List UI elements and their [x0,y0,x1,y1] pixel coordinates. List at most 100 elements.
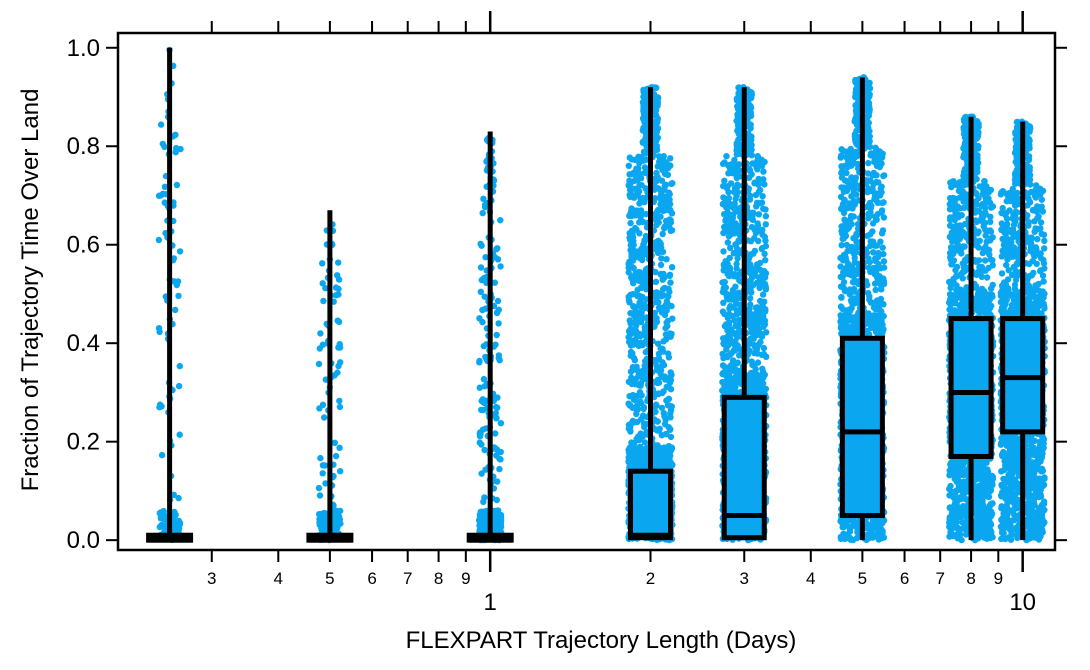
data-point [729,286,737,294]
data-point [751,179,758,186]
data-point [321,462,329,469]
data-point [760,344,768,352]
data-point [653,169,660,177]
data-point [494,245,501,252]
data-point [658,177,666,184]
data-point [495,354,502,362]
data-point [665,354,673,361]
data-point [336,444,343,451]
data-point [495,320,502,327]
data-point [723,153,730,160]
data-point [491,254,499,261]
data-point [658,461,666,469]
data-point [736,167,743,174]
data-point [176,362,183,370]
data-point [748,171,755,178]
data-point [762,308,769,315]
data-point [630,194,638,201]
data-point [658,244,665,252]
data-point [655,390,662,398]
data-point [747,301,754,308]
data-point [631,212,639,219]
data-point [867,268,874,275]
data-point [654,376,662,383]
data-point [869,238,877,245]
data-point [335,259,342,266]
data-point [172,306,179,314]
data-point [654,298,661,305]
data-point [641,198,648,206]
data-point [319,260,326,267]
data-point [659,345,666,352]
data-point [638,373,645,381]
data-point [662,206,670,214]
data-point [735,378,742,386]
data-point [636,219,643,226]
data-point [336,397,343,405]
data-point [731,317,738,324]
data-point [657,261,665,269]
data-point [336,403,344,411]
data-point [760,298,768,305]
data-point [493,515,500,522]
data-point [642,150,649,157]
data-point [734,342,741,349]
data-point [638,278,646,285]
data-point [853,534,861,542]
data-point [734,359,741,366]
data-point [660,409,667,417]
data-point [755,383,762,391]
data-point [478,406,485,414]
data-point [842,232,850,240]
data-point [761,267,768,275]
data-point [761,181,768,188]
data-point [725,233,733,240]
data-point [161,183,169,190]
data-point [332,507,340,514]
data-point [667,155,674,162]
data-point [735,84,742,91]
data-point [477,264,485,271]
data-point [175,292,182,300]
data-point [641,302,649,309]
data-point [757,338,764,346]
data-point [629,404,636,411]
data-point [492,409,499,417]
data-point [156,401,164,408]
data-point [627,325,634,332]
data-point [666,216,673,223]
data-point [723,321,730,328]
data-point [632,366,639,373]
data-point [732,322,739,330]
data-point [664,402,672,409]
data-point [724,352,732,359]
data-point [730,347,737,355]
data-point [625,293,632,300]
data-point [170,491,177,498]
data-point [481,494,488,501]
data-point [747,381,755,388]
data-point [746,295,754,302]
data-point [840,523,847,531]
data-point [172,149,179,156]
data-point [755,237,762,245]
data-point [639,342,646,349]
data-point [654,340,662,347]
data-point [636,253,643,261]
data-point [747,238,755,245]
data-point [626,444,634,451]
data-point [666,191,673,198]
data-point [480,195,487,202]
data-point [663,256,670,263]
data-point [726,254,733,262]
data-point [721,177,728,184]
data-point [476,432,484,440]
data-point [158,523,165,530]
data-point [734,181,741,188]
data-point [638,392,645,399]
data-point [733,260,740,268]
data-point [758,228,765,235]
data-point [664,171,672,179]
data-point [481,399,488,407]
data-point [759,291,767,298]
